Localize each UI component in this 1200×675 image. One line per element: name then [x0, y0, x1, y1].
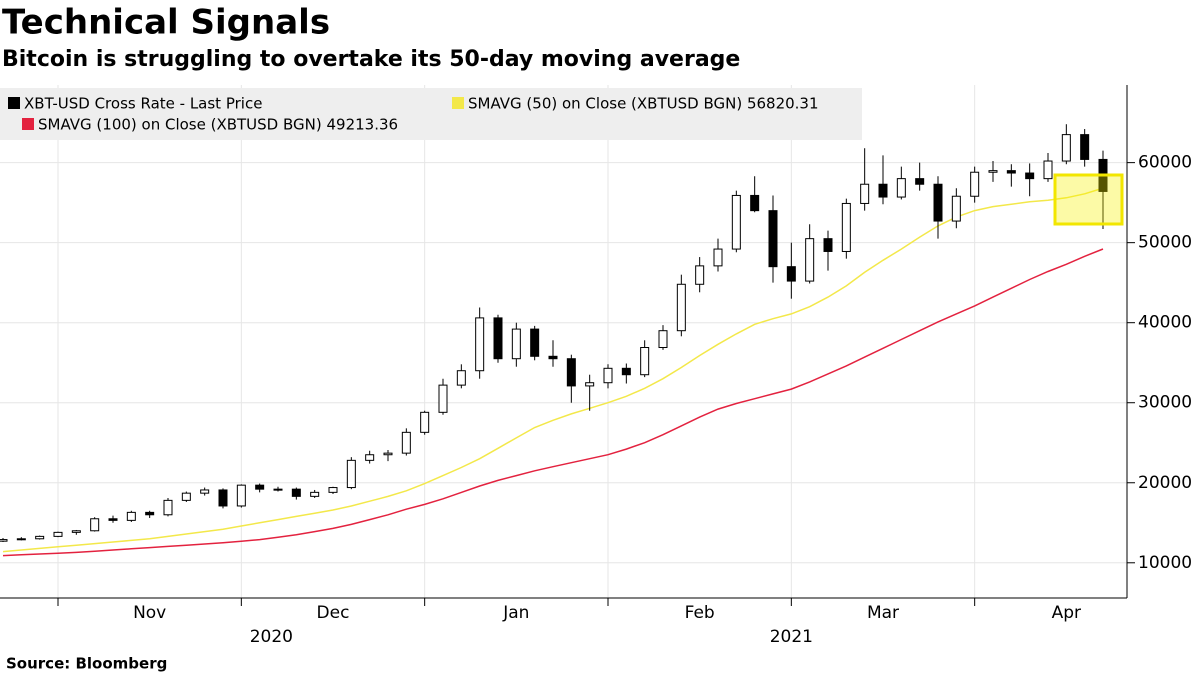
chart-subtitle: Bitcoin is struggling to overtake its 50…	[2, 47, 740, 72]
candle-body	[915, 178, 925, 185]
candle-body	[383, 452, 393, 456]
x-tick-label: Dec	[317, 603, 350, 623]
candle-body	[1080, 134, 1090, 160]
candle-body	[1061, 134, 1071, 162]
x-tick-label: Mar	[867, 603, 899, 623]
legend-box	[0, 88, 862, 140]
candle-body	[236, 484, 246, 507]
candle-body	[71, 530, 81, 533]
candle-body	[16, 538, 26, 541]
candle-body	[218, 489, 228, 507]
candle-body	[346, 459, 356, 489]
candle-body	[310, 491, 320, 497]
candle-body	[805, 238, 815, 282]
candle-body	[970, 171, 980, 197]
legend-label: SMAVG (50) on Close (XBTUSD BGN) 56820.3…	[468, 95, 819, 113]
candle-body	[750, 194, 760, 212]
candle-body	[401, 431, 411, 454]
x-tick-label: Feb	[685, 603, 715, 623]
candle-body	[731, 194, 741, 250]
candle-body	[621, 367, 631, 376]
moving-average-line	[2, 248, 1104, 557]
candle-body	[475, 317, 485, 372]
candle-body	[35, 535, 45, 540]
y-tick-label: 20000	[1138, 473, 1192, 493]
candle-body	[420, 411, 430, 433]
candle-body	[1025, 172, 1035, 180]
candle-body	[90, 518, 100, 532]
candle-body	[823, 238, 833, 252]
x-tick-label: Jan	[502, 603, 529, 623]
legend-label: SMAVG (100) on Close (XBTUSD BGN) 49213.…	[38, 116, 398, 134]
candle-body	[365, 454, 375, 461]
candle-body	[328, 487, 338, 493]
candle-body	[53, 531, 63, 537]
lines	[2, 187, 1104, 557]
legend: XBT-USD Cross Rate - Last Price SMAVG (50…	[0, 88, 862, 140]
candles	[0, 124, 1108, 542]
candle-body	[896, 178, 906, 198]
candle-body	[126, 511, 136, 521]
y-tick-label: 60000	[1138, 153, 1192, 173]
candle-body	[456, 370, 466, 386]
year-label: 2021	[770, 627, 813, 647]
candle-body	[200, 489, 210, 494]
year-label: 2020	[250, 627, 293, 647]
legend-label: XBT-USD Cross Rate - Last Price	[24, 95, 262, 113]
candle-body	[291, 488, 301, 497]
candle-body	[786, 266, 796, 282]
candle-body	[273, 488, 283, 491]
chart-title: Technical Signals	[2, 3, 330, 43]
candle-body	[713, 248, 723, 267]
candle-body	[511, 328, 521, 360]
candle-body	[640, 347, 650, 376]
candle-body	[585, 382, 595, 387]
y-tick-label: 10000	[1138, 553, 1192, 573]
x-tick-label: Apr	[1052, 603, 1081, 623]
source: Source: Bloomberg	[6, 655, 167, 673]
candle-body	[255, 484, 265, 490]
candle-body	[676, 283, 686, 332]
candle-body	[181, 492, 191, 501]
candle-body	[768, 210, 778, 268]
candle-body	[145, 511, 155, 516]
legend-swatch	[22, 118, 34, 130]
candle-body	[860, 183, 870, 204]
candle-body	[108, 518, 118, 521]
moving-average-line	[2, 187, 1104, 553]
candle-body	[0, 539, 8, 542]
legend-swatch	[8, 97, 20, 109]
candle-body	[658, 330, 668, 349]
candle-body	[1043, 160, 1053, 180]
candle-body	[1006, 170, 1016, 174]
x-tick-label: Nov	[133, 603, 166, 623]
candle-body	[438, 384, 448, 413]
y-tick-label: 40000	[1138, 313, 1192, 333]
candle-body	[493, 317, 503, 360]
grid	[0, 85, 1127, 598]
candle-body	[603, 367, 613, 384]
legend-swatch	[452, 97, 464, 109]
highlight-box	[1053, 173, 1124, 226]
candle-body	[988, 170, 998, 173]
y-tick-label: 30000	[1138, 393, 1192, 413]
candle-body	[548, 355, 558, 360]
candle-body	[530, 328, 540, 357]
candle-body	[163, 499, 173, 516]
candle-body	[951, 195, 961, 222]
candle-body	[695, 265, 705, 285]
candle-body	[933, 183, 943, 222]
candle-body	[878, 183, 888, 198]
y-tick-label: 50000	[1138, 233, 1192, 253]
axes: 10000 20000 30000 40000 50000 60000 Nov Dec Jan F…	[0, 85, 1192, 647]
candle-body	[841, 202, 851, 252]
candle-body	[566, 358, 576, 387]
